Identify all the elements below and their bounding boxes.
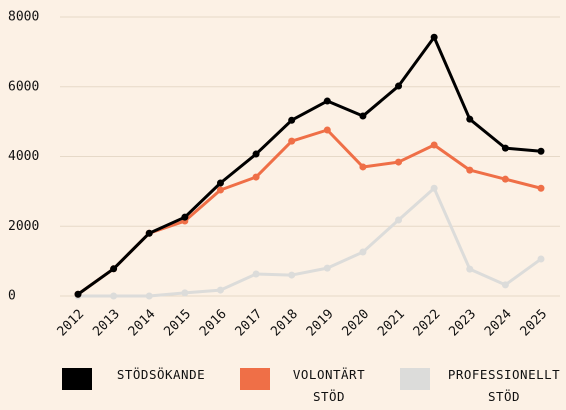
x-tick-label: 2012	[55, 307, 88, 340]
point	[216, 286, 224, 294]
point	[395, 216, 403, 224]
point	[501, 175, 509, 183]
legend-label: VOLONTÄRT STÖD	[292, 367, 366, 404]
point	[466, 115, 474, 123]
legend-swatch	[62, 368, 92, 390]
point	[359, 163, 367, 171]
point	[430, 184, 438, 192]
series-line	[77, 35, 542, 296]
legend-label: PROFESSIONELLT STÖD	[447, 367, 561, 404]
series-line	[78, 186, 542, 298]
x-tick-label: 2020	[339, 307, 372, 340]
point	[110, 292, 118, 300]
point	[537, 147, 545, 155]
point	[537, 255, 545, 263]
point	[288, 137, 296, 145]
point	[323, 264, 331, 272]
y-tick-label: 6000	[8, 79, 39, 94]
point	[288, 271, 296, 279]
point	[252, 270, 260, 278]
legend-item: STÖDSÖKANDE	[62, 364, 216, 390]
point	[181, 289, 189, 297]
point	[216, 186, 224, 194]
y-tick-label: 2000	[8, 219, 39, 234]
point	[430, 141, 438, 149]
point	[145, 229, 153, 237]
point	[110, 265, 118, 273]
point	[74, 290, 82, 298]
point	[466, 166, 474, 174]
point	[252, 173, 260, 181]
x-tick-label: 2015	[161, 307, 194, 340]
x-tick-label: 2014	[126, 307, 159, 340]
point	[537, 184, 545, 192]
x-tick-label: 2016	[197, 307, 230, 340]
legend-swatch	[400, 368, 430, 390]
point	[501, 281, 509, 289]
x-tick-label: 2021	[375, 307, 408, 340]
point	[252, 150, 260, 158]
x-tick-label: 2022	[411, 307, 444, 340]
legend-swatch	[240, 368, 270, 390]
point	[359, 112, 367, 120]
x-tick-label: 2023	[446, 307, 479, 340]
point	[181, 213, 189, 221]
x-tick-label: 2025	[518, 307, 551, 340]
x-tick-label: 2019	[304, 307, 337, 340]
legend-label: STÖDSÖKANDE	[116, 367, 206, 382]
legend-item: VOLONTÄRT STÖD	[240, 364, 374, 408]
point	[501, 144, 509, 152]
point	[323, 97, 331, 105]
point	[395, 82, 403, 90]
point	[466, 265, 474, 273]
point	[395, 158, 403, 166]
point	[145, 292, 153, 300]
x-tick-label: 2024	[482, 307, 515, 340]
x-tick-label: 2013	[90, 307, 123, 340]
x-tick-label: 2017	[233, 307, 266, 340]
point	[216, 179, 224, 187]
point	[323, 126, 331, 134]
point	[359, 248, 367, 256]
legend-item: PROFESSIONELLT STÖD	[400, 364, 564, 408]
y-tick-label: 4000	[8, 149, 39, 164]
y-tick-label: 8000	[8, 10, 39, 25]
point	[288, 116, 296, 124]
x-tick-label: 2018	[268, 307, 301, 340]
point	[430, 33, 438, 41]
y-tick-label: 0	[8, 289, 16, 304]
